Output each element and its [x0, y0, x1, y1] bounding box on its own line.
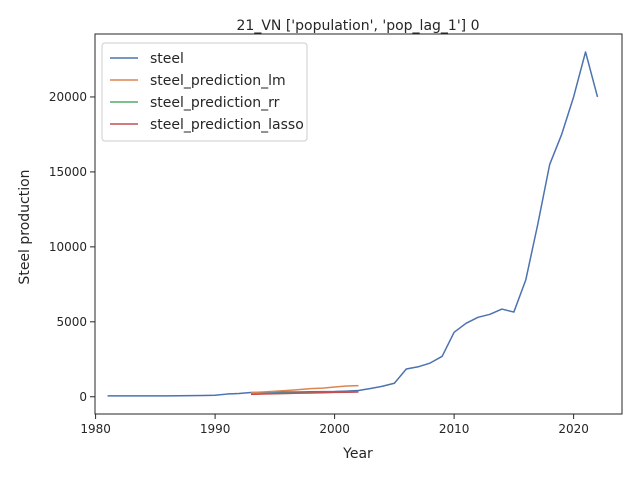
x-tick-label-0: 1980: [80, 422, 111, 436]
x-axis-ticks: 1980 1990 2000 2010 2020: [80, 414, 589, 436]
y-tick-label-3: 15000: [49, 165, 87, 179]
series-line-1: [250, 384, 359, 394]
x-tick-label-1: 1990: [200, 422, 231, 436]
x-tick-label-3: 2010: [439, 422, 470, 436]
y-axis-label: Steel production: [17, 169, 33, 284]
y-tick-label-1: 5000: [56, 315, 87, 329]
legend-label-2: steel_prediction_rr: [150, 95, 280, 111]
legend-label-0: steel: [150, 51, 184, 67]
series-line-3: [250, 391, 359, 396]
legend-box: [101, 42, 308, 142]
series-line-0: [107, 51, 599, 397]
legend-label-3: steel_prediction_lasso: [150, 117, 304, 133]
chart-title: 21_VN ['population', 'pop_lag_1'] 0: [237, 18, 480, 34]
y-tick-label-0: 0: [79, 390, 87, 404]
x-tick-label-2: 2000: [319, 422, 350, 436]
x-tick-label-4: 2020: [558, 422, 589, 436]
y-tick-label-4: 20000: [49, 90, 87, 104]
plot-frame: [94, 33, 623, 415]
legend-label-1: steel_prediction_lm: [150, 73, 286, 89]
series-lines: [107, 51, 599, 397]
legend: steel steel_prediction_lm steel_prediction…: [101, 42, 308, 142]
x-axis-label: Year: [342, 446, 373, 462]
y-tick-label-2: 10000: [49, 240, 87, 254]
y-axis-ticks: 0 5000 10000 15000 20000: [49, 90, 95, 404]
